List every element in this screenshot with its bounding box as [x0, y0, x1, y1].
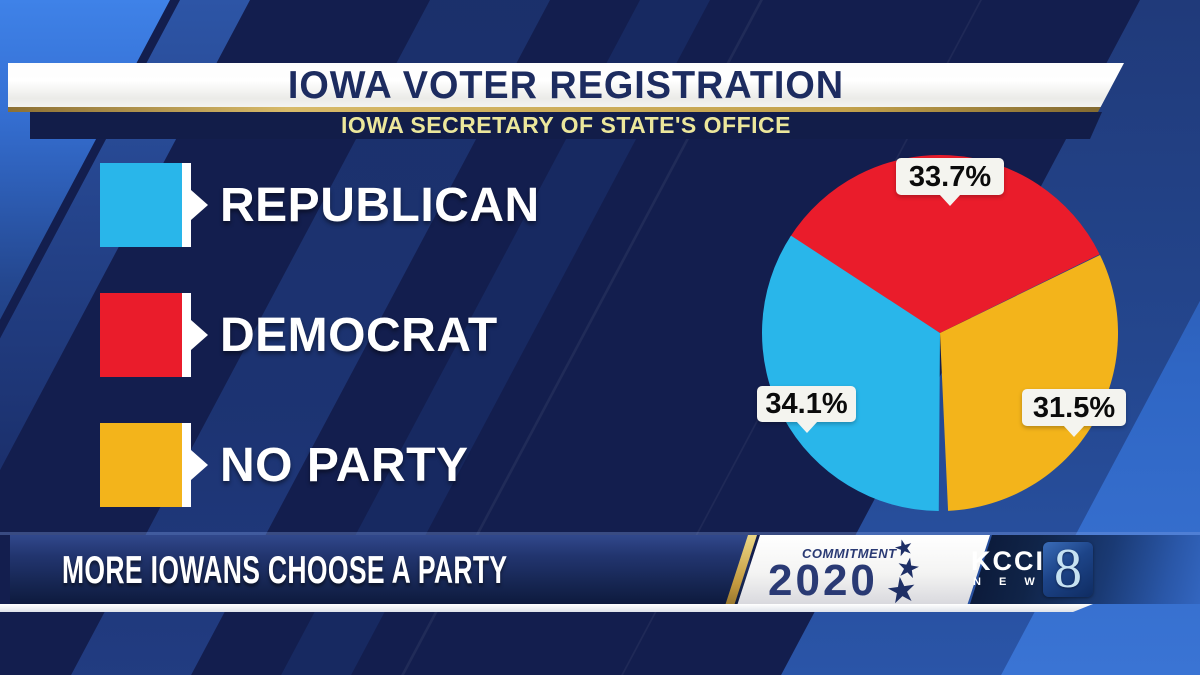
headline-text: MORE IOWANS CHOOSE A PARTY	[62, 549, 508, 592]
legend-label: NO PARTY	[220, 439, 469, 492]
legend-arrow-icon	[191, 450, 208, 480]
republican-swatch	[100, 163, 182, 247]
no-party-swatch	[100, 423, 182, 507]
legend-arrow-icon	[191, 320, 208, 350]
source-label: IOWA SECRETARY OF STATE'S OFFICE	[341, 112, 791, 138]
legend-arrow	[182, 163, 191, 247]
legend-item-republican: REPUBLICAN	[100, 163, 660, 247]
banner-underline	[0, 604, 1093, 612]
channel-8-badge: 8	[1043, 538, 1093, 600]
banner-highlight	[0, 532, 1200, 535]
channel-number: 8	[1054, 538, 1082, 600]
station-call-letters: KCCI	[971, 546, 1045, 576]
pie-slice-democrat	[789, 155, 1100, 333]
legend-label: DEMOCRAT	[220, 309, 498, 362]
commitment-2020-panel: COMMITMENT 2020	[737, 535, 990, 605]
pie-label-democrat: 33.7%	[896, 158, 1004, 206]
commitment-2020-logo: COMMITMENT 2020	[760, 535, 990, 605]
pie-label-republican: 34.1%	[757, 386, 856, 433]
page-title: IOWA VOTER REGISTRATION	[287, 64, 845, 107]
station-news-label: N E W S	[973, 576, 1068, 588]
legend-item-democrat: DEMOCRAT	[100, 293, 660, 377]
legend-label: REPUBLICAN	[220, 179, 540, 232]
header-banner: IOWA VOTER REGISTRATION	[8, 63, 1124, 112]
democrat-swatch	[100, 293, 182, 377]
legend-arrow	[182, 423, 191, 507]
source-strip: IOWA SECRETARY OF STATE'S OFFICE	[30, 112, 1102, 139]
headline-bar: MORE IOWANS CHOOSE A PARTY	[10, 535, 750, 604]
pie-slice-republican	[762, 235, 940, 511]
lower-third-banner: MORE IOWANS CHOOSE A PARTY COMMITMENT 20…	[0, 528, 1200, 618]
legend-arrow	[182, 293, 191, 377]
pie-label-no-party: 31.5%	[1022, 389, 1126, 437]
legend-arrow-icon	[191, 190, 208, 220]
star-icon: ★	[883, 569, 920, 612]
pie-slice-no-party	[940, 254, 1119, 511]
commitment-year: 2020	[768, 556, 878, 605]
pie-chart	[762, 155, 1119, 511]
legend-item-no-party: NO PARTY	[100, 423, 660, 507]
